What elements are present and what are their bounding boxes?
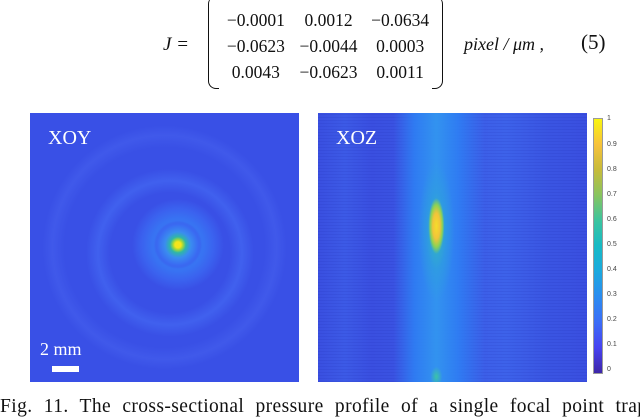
matrix-row: 0.0043 −0.0623 0.0011	[220, 62, 435, 83]
matrix-cell: −0.0044	[299, 36, 358, 56]
scale-bar	[52, 366, 79, 372]
panel-label-xoy: XOY	[48, 127, 92, 149]
right-bracket	[432, 0, 443, 89]
colorbar-tick: 0.3	[607, 291, 617, 298]
scale-bar-label: 2 mm	[40, 339, 82, 359]
matrix-cell: 0.0012	[304, 10, 353, 30]
matrix-cell: 0.0003	[376, 36, 425, 56]
figure-caption: Fig. 11. The cross-sectional pressure pr…	[0, 396, 640, 417]
xoz-pressure-map: XOZ	[318, 113, 587, 382]
matrix-cell: −0.0623	[299, 62, 358, 82]
xoy-pressure-map: XOY 2 mm	[30, 113, 299, 382]
colorbar	[593, 118, 603, 374]
matrix-cell: −0.0634	[371, 10, 430, 30]
equation-5: J = −0.0001 0.0012 −0.0634 −0.0623 −0.00…	[0, 0, 640, 92]
matrix-row: −0.0001 0.0012 −0.0634	[220, 10, 435, 31]
jacobian-symbol: J =	[163, 34, 190, 55]
colorbar-tick: 0.6	[607, 216, 617, 223]
equation-unit: pixel / μm ,	[464, 34, 545, 54]
colorbar-tick: 0	[607, 366, 611, 373]
matrix-cell: 0.0043	[231, 62, 280, 82]
colorbar-tick: 0.5	[607, 241, 617, 248]
jacobian-matrix: −0.0001 0.0012 −0.0634 −0.0623 −0.0044 0…	[208, 0, 443, 90]
colorbar-tick: 0.8	[607, 166, 617, 173]
panel-label-xoz: XOZ	[336, 127, 378, 149]
matrix-cell: −0.0623	[226, 36, 285, 56]
colorbar-tick: 0.9	[607, 141, 617, 148]
left-bracket	[208, 0, 219, 89]
matrix-row: −0.0623 −0.0044 0.0003	[220, 36, 435, 57]
colorbar-tick: 0.1	[607, 341, 617, 348]
matrix-cell: 0.0011	[376, 62, 424, 82]
equation-number: (5)	[581, 30, 606, 54]
equation-lhs: J =	[163, 34, 189, 56]
colorbar-tick: 0.2	[607, 316, 617, 323]
colorbar-tick: 1	[607, 115, 611, 122]
colorbar-tick: 0.4	[607, 266, 617, 273]
matrix-cell: −0.0001	[226, 10, 285, 30]
colorbar-tick: 0.7	[607, 191, 617, 198]
